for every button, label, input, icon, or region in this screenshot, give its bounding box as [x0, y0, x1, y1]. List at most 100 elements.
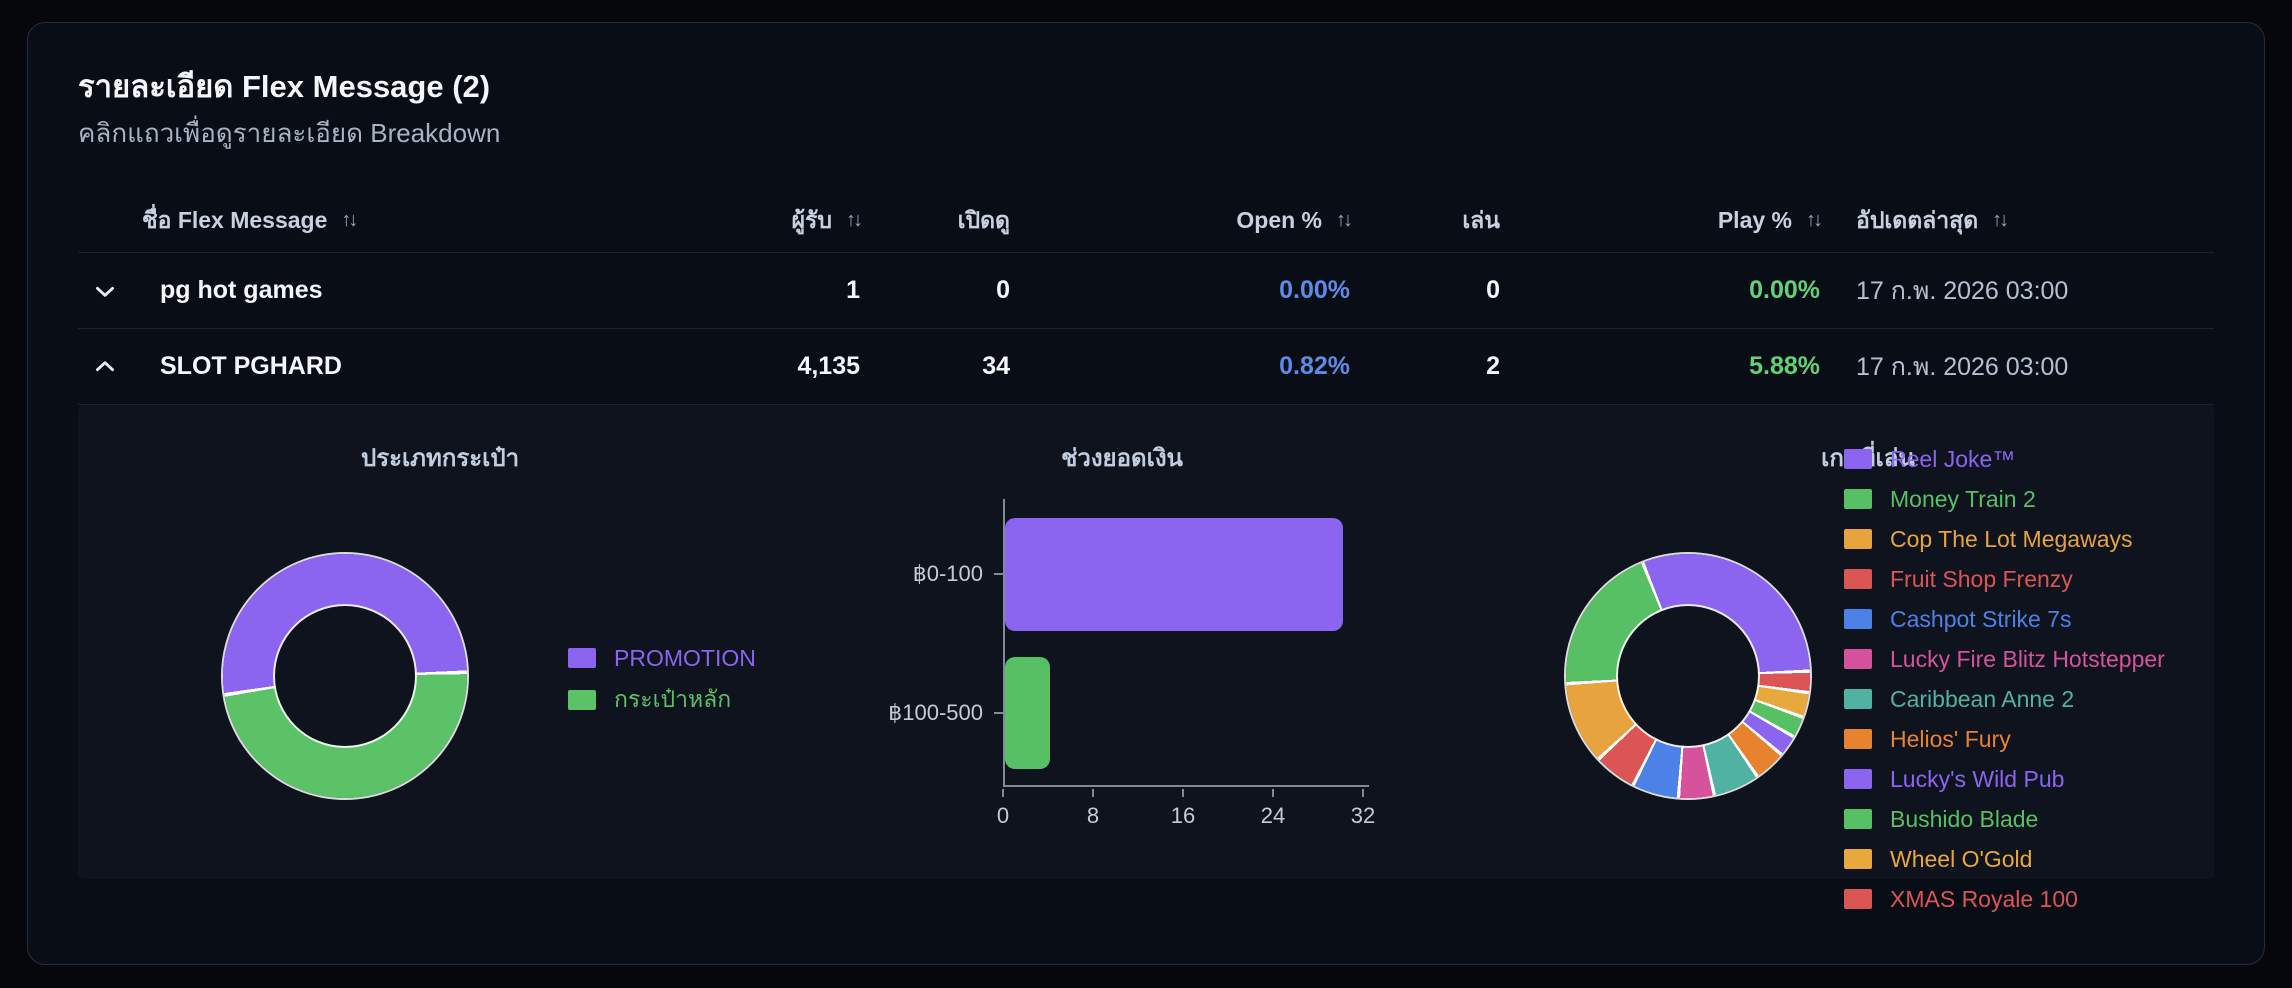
games-donut-chart[interactable] [1566, 554, 1810, 798]
legend-label: Helios' Fury [1890, 725, 2011, 752]
legend-swatch [1844, 529, 1872, 549]
games-chart-legend: Reel Joke™ Money Train 2 Cop The Lot Meg… [1844, 439, 2165, 919]
row-recipients: 4,135 [797, 352, 860, 380]
legend-item[interactable]: Helios' Fury [1844, 719, 2165, 759]
legend-item-main-wallet[interactable]: กระเป๋าหลัก [568, 679, 756, 721]
flex-message-table: ชื่อ Flex Message ↑↓ ผู้รับ ↑↓ เปิดดู Op… [78, 189, 2214, 405]
legend-item-promotion[interactable]: PROMOTION [568, 637, 756, 679]
row-updated: 17 ก.พ. 2026 03:00 [1856, 352, 2069, 381]
legend-item[interactable]: XMAS Royale 100 [1844, 879, 2165, 919]
legend-item[interactable]: Money Train 2 [1844, 479, 2165, 519]
column-header-name[interactable]: ชื่อ Flex Message ↑↓ [142, 203, 710, 239]
legend-label: Reel Joke™ [1890, 445, 2016, 472]
wallet-chart-legend: PROMOTION กระเป๋าหลัก [568, 637, 756, 721]
legend-swatch [1844, 849, 1872, 869]
column-header-updated[interactable]: อัปเดตล่าสุด ↑↓ [1820, 203, 2214, 239]
x-tick-label: 0 [996, 803, 1010, 828]
table-row-pg-hot-games[interactable]: pg hot games 1 0 0.00% 0 0.00% 17 ก.พ. 2… [78, 253, 2214, 329]
row-name: SLOT PGHARD [160, 352, 342, 380]
column-header-recipients-label: ผู้รับ [791, 206, 832, 233]
legend-swatch [568, 648, 596, 668]
legend-label: Bushido Blade [1890, 805, 2039, 832]
row-opens: 0 [996, 276, 1010, 304]
legend-label: Cashpot Strike 7s [1890, 605, 2072, 632]
column-header-plays-label: เล่น [1462, 206, 1500, 233]
row-opens: 34 [982, 352, 1010, 380]
column-header-open-pct[interactable]: Open % ↑↓ [1010, 207, 1353, 234]
legend-swatch [1844, 809, 1872, 829]
legend-label: XMAS Royale 100 [1890, 885, 2078, 912]
flex-message-detail-card: รายละเอียด Flex Message (2) คลิกแถวเพื่อ… [27, 22, 2265, 965]
column-header-opens: เปิดดู [860, 203, 1010, 239]
legend-item[interactable]: Cashpot Strike 7s [1844, 599, 2165, 639]
legend-item[interactable]: Wheel O'Gold [1844, 839, 2165, 879]
wallet-donut-chart[interactable] [223, 554, 467, 798]
chevron-down-icon [96, 286, 114, 297]
x-tick-label: 8 [1086, 803, 1100, 828]
x-tick [1182, 789, 1184, 797]
column-header-updated-label: อัปเดตล่าสุด [1856, 206, 1979, 233]
expand-chevron[interactable] [78, 278, 142, 304]
y-category-label: ฿100-500 [888, 700, 983, 725]
legend-swatch [1844, 489, 1872, 509]
x-axis-line [1003, 785, 1369, 787]
x-tick-label: 16 [1170, 803, 1196, 828]
legend-label: Cop The Lot Megaways [1890, 525, 2133, 552]
bar-100-500[interactable] [1005, 657, 1050, 769]
y-tick [994, 573, 1003, 575]
legend-label: PROMOTION [614, 644, 756, 671]
row-play-pct: 5.88% [1749, 352, 1820, 380]
column-header-name-label: ชื่อ Flex Message [142, 206, 328, 233]
donut-hole [275, 606, 415, 746]
page-subtitle: คลิกแถวเพื่อดูรายละเอียด Breakdown [78, 118, 501, 148]
column-header-play-pct-label: Play % [1717, 207, 1792, 233]
legend-item[interactable]: Fruit Shop Frenzy [1844, 559, 2165, 599]
y-tick [994, 712, 1003, 714]
column-header-play-pct[interactable]: Play % ↑↓ [1500, 207, 1823, 234]
sort-icon[interactable]: ↑↓ [1806, 209, 1823, 231]
legend-swatch [1844, 449, 1872, 469]
wallet-chart-title: ประเภทกระเป๋า [360, 445, 520, 472]
legend-label: Caribbean Anne 2 [1890, 685, 2075, 712]
row-updated: 17 ก.พ. 2026 03:00 [1856, 276, 2069, 305]
legend-swatch [1844, 889, 1872, 909]
x-tick [1002, 789, 1004, 797]
legend-label: Fruit Shop Frenzy [1890, 565, 2073, 592]
legend-swatch [568, 690, 596, 710]
y-category-label: ฿0-100 [912, 561, 983, 586]
legend-swatch [1844, 769, 1872, 789]
sort-icon[interactable]: ↑↓ [341, 209, 358, 231]
amount-chart-title: ช่วงยอดเงิน [1061, 445, 1183, 472]
sort-icon[interactable]: ↑↓ [1992, 209, 2009, 231]
table-row-slot-pghard[interactable]: SLOT PGHARD 4,135 34 0.82% 2 5.88% 17 ก.… [78, 329, 2214, 405]
legend-item[interactable]: Lucky Fire Blitz Hotstepper [1844, 639, 2165, 679]
x-tick [1272, 789, 1274, 797]
legend-swatch [1844, 649, 1872, 669]
legend-item[interactable]: Lucky's Wild Pub [1844, 759, 2165, 799]
row-open-pct: 0.00% [1279, 276, 1350, 304]
column-header-recipients[interactable]: ผู้รับ ↑↓ [710, 203, 863, 239]
legend-label: Lucky Fire Blitz Hotstepper [1890, 645, 2165, 672]
row-plays: 2 [1486, 352, 1500, 380]
legend-item[interactable]: Bushido Blade [1844, 799, 2165, 839]
row-name: pg hot games [160, 276, 323, 304]
legend-swatch [1844, 569, 1872, 589]
row-recipients: 1 [846, 276, 860, 304]
collapse-chevron[interactable] [78, 354, 142, 380]
sort-icon[interactable]: ↑↓ [1336, 209, 1353, 231]
x-tick [1092, 789, 1094, 797]
legend-item[interactable]: Reel Joke™ [1844, 439, 2165, 479]
legend-swatch [1844, 689, 1872, 709]
sort-icon[interactable]: ↑↓ [846, 209, 863, 231]
chevron-up-icon [96, 360, 114, 371]
column-header-opens-label: เปิดดู [957, 206, 1010, 233]
legend-swatch [1844, 729, 1872, 749]
legend-item[interactable]: Cop The Lot Megaways [1844, 519, 2165, 559]
column-header-open-pct-label: Open % [1236, 207, 1322, 233]
y-axis-line [1003, 499, 1005, 787]
page-title: รายละเอียด Flex Message (2) [78, 69, 491, 104]
bar-0-100[interactable] [1005, 518, 1343, 631]
legend-item[interactable]: Caribbean Anne 2 [1844, 679, 2165, 719]
legend-swatch [1844, 609, 1872, 629]
amount-bar-chart[interactable]: ฿0-100 ฿100-500 0 8 16 24 32 [888, 499, 1375, 828]
